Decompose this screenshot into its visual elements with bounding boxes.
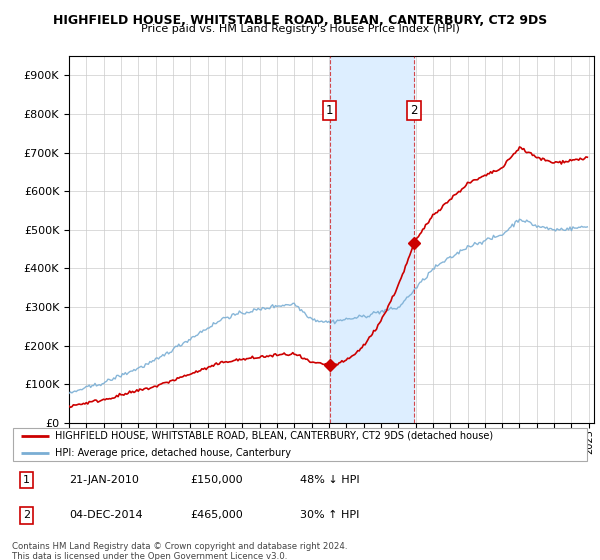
Text: HIGHFIELD HOUSE, WHITSTABLE ROAD, BLEAN, CANTERBURY, CT2 9DS (detached house): HIGHFIELD HOUSE, WHITSTABLE ROAD, BLEAN,… (55, 431, 493, 441)
FancyBboxPatch shape (13, 428, 587, 461)
Text: HPI: Average price, detached house, Canterbury: HPI: Average price, detached house, Cant… (55, 449, 291, 458)
Text: 48% ↓ HPI: 48% ↓ HPI (300, 475, 359, 485)
Text: Contains HM Land Registry data © Crown copyright and database right 2024.
This d: Contains HM Land Registry data © Crown c… (12, 542, 347, 560)
Text: 1: 1 (326, 104, 334, 116)
Text: 21-JAN-2010: 21-JAN-2010 (70, 475, 139, 485)
Text: Price paid vs. HM Land Registry's House Price Index (HPI): Price paid vs. HM Land Registry's House … (140, 24, 460, 34)
Text: 04-DEC-2014: 04-DEC-2014 (70, 510, 143, 520)
Text: £465,000: £465,000 (191, 510, 244, 520)
Text: £150,000: £150,000 (191, 475, 243, 485)
Text: HIGHFIELD HOUSE, WHITSTABLE ROAD, BLEAN, CANTERBURY, CT2 9DS: HIGHFIELD HOUSE, WHITSTABLE ROAD, BLEAN,… (53, 14, 547, 27)
Text: 2: 2 (410, 104, 418, 116)
Text: 30% ↑ HPI: 30% ↑ HPI (300, 510, 359, 520)
Text: 1: 1 (23, 475, 30, 485)
Bar (330, 56, 414, 423)
Text: 2: 2 (23, 510, 30, 520)
